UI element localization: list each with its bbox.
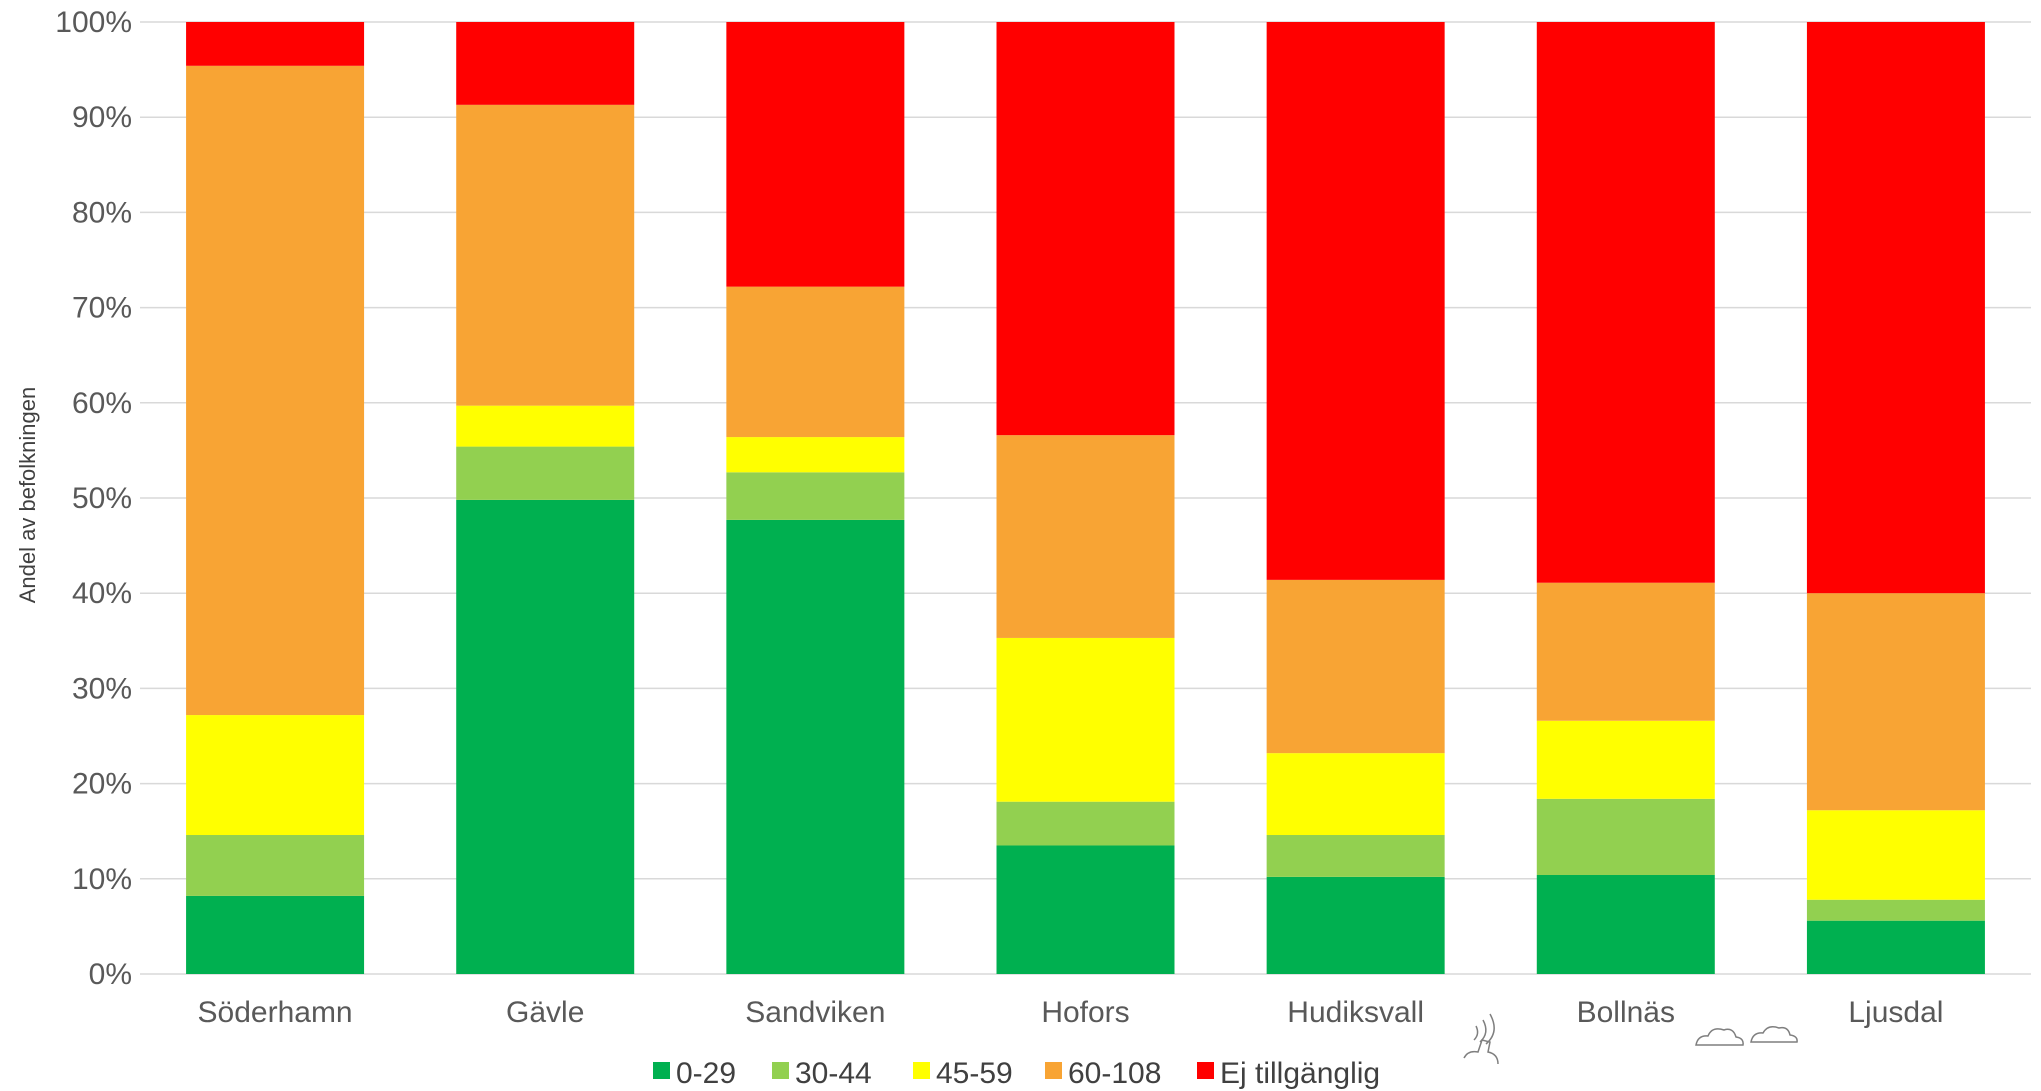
legend-label: 60-108 (1068, 1057, 1161, 1090)
x-category-label: Ljusdal (1848, 996, 1943, 1029)
y-tick-label: 70% (72, 292, 132, 325)
x-category-labels: Söderhamn Gävle Sandviken Hofors Hudiksvall B… (198, 996, 1944, 1029)
legend-swatch (1045, 1062, 1062, 1079)
x-category-label: Gävle (506, 996, 584, 1029)
bar-segment (186, 715, 365, 836)
y-tick-label: 10% (72, 863, 132, 896)
bar-segment (1266, 876, 1445, 974)
x-category-label: Hofors (1041, 996, 1129, 1029)
bar-segment (726, 472, 905, 520)
bars (186, 22, 1985, 974)
y-axis-label: Andel av befolkningen (15, 387, 40, 604)
bar-segment (1266, 835, 1445, 877)
bar-segment (1536, 22, 1715, 583)
y-tick-label: 100% (55, 6, 132, 39)
bar-segment (1266, 579, 1445, 754)
y-tick-label: 30% (72, 672, 132, 705)
bar-segment (726, 437, 905, 473)
signal-icon (1463, 1013, 1499, 1065)
y-tick-label: 50% (72, 482, 132, 515)
cloud-icon (1695, 1026, 1798, 1046)
y-tick-label: 90% (72, 101, 132, 134)
x-category-label: Sandviken (745, 996, 885, 1029)
bar-segment (996, 435, 1175, 638)
bar-segment (1806, 810, 1985, 900)
bar-segment (726, 519, 905, 974)
bar-segment (1536, 874, 1715, 974)
legend-label: 0-29 (676, 1057, 736, 1090)
bar-segment (996, 637, 1175, 802)
legend-label: 30-44 (795, 1057, 872, 1090)
legend-item: 0-29 (653, 1057, 736, 1090)
legend-swatch (1197, 1062, 1214, 1079)
y-tick-labels: 0% 10% 20% 30% 40% 50% 60% 70% 80% 90% 100% (55, 6, 132, 991)
bar-segment (1266, 22, 1445, 580)
bar-segment (1806, 899, 1985, 921)
legend-item: 30-44 (772, 1057, 872, 1090)
bar-segment (186, 22, 365, 66)
legend: 0-29 30-44 45-59 60-108 Ej tillgänglig (653, 1057, 1380, 1090)
bar-segment (186, 835, 365, 896)
bar-segment (1806, 593, 1985, 811)
bar-segment (996, 22, 1175, 436)
bar-segment (186, 895, 365, 974)
legend-swatch (913, 1062, 930, 1079)
legend-label: 45-59 (936, 1057, 1013, 1090)
y-tick-label: 20% (72, 768, 132, 801)
bar-segment (996, 801, 1175, 846)
bar-segment (456, 446, 635, 500)
y-tick-label: 40% (72, 577, 132, 610)
legend-swatch (772, 1062, 789, 1079)
bar-segment (456, 104, 635, 406)
legend-item: 60-108 (1045, 1057, 1161, 1090)
bar-segment (996, 845, 1175, 974)
bar-segment (456, 22, 635, 105)
bar-segment (1536, 720, 1715, 799)
bar-segment (1806, 920, 1985, 974)
bar-segment (1266, 753, 1445, 836)
bar-segment (186, 65, 365, 716)
bar-segment (456, 499, 635, 974)
bar-segment (726, 22, 905, 287)
x-category-label: Hudiksvall (1287, 996, 1424, 1029)
x-category-label: Söderhamn (198, 996, 353, 1029)
y-tick-label: 60% (72, 387, 132, 420)
bar-segment (1806, 22, 1985, 594)
legend-item: Ej tillgänglig (1197, 1057, 1380, 1090)
legend-swatch (653, 1062, 670, 1079)
bar-segment (726, 286, 905, 438)
y-tick-label: 80% (72, 196, 132, 229)
bar-segment (1536, 582, 1715, 721)
legend-label: Ej tillgänglig (1220, 1057, 1380, 1090)
legend-item: 45-59 (913, 1057, 1013, 1090)
bar-segment (456, 405, 635, 447)
y-tick-label: 0% (89, 958, 132, 991)
bar-segment (1536, 798, 1715, 875)
x-category-label: Bollnäs (1577, 996, 1675, 1029)
